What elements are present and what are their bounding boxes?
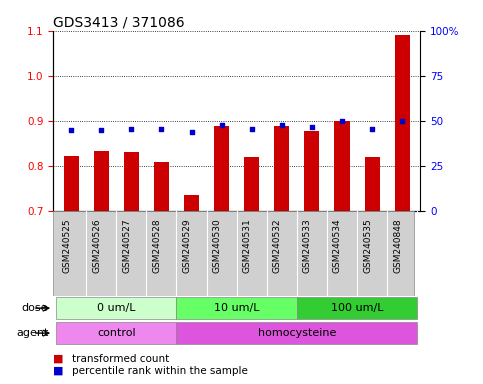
Text: homocysteine: homocysteine xyxy=(257,328,336,338)
Text: GSM240848: GSM240848 xyxy=(393,218,402,273)
Bar xyxy=(176,322,417,344)
Bar xyxy=(64,156,79,211)
Bar xyxy=(176,297,297,319)
Point xyxy=(98,127,105,133)
Point xyxy=(188,129,196,135)
Bar xyxy=(334,121,350,211)
Text: GSM240532: GSM240532 xyxy=(273,218,282,273)
Bar xyxy=(154,162,169,211)
Text: GSM240528: GSM240528 xyxy=(153,218,161,273)
Text: GSM240534: GSM240534 xyxy=(333,218,342,273)
Text: GSM240531: GSM240531 xyxy=(243,218,252,273)
Text: 10 um/L: 10 um/L xyxy=(214,303,259,313)
Text: control: control xyxy=(97,328,136,338)
Text: GSM240533: GSM240533 xyxy=(303,218,312,273)
Text: dose: dose xyxy=(22,303,48,313)
Point xyxy=(218,121,226,127)
Bar xyxy=(94,151,109,211)
Text: GDS3413 / 371086: GDS3413 / 371086 xyxy=(53,16,185,30)
Point xyxy=(368,126,376,132)
Text: ■: ■ xyxy=(53,354,64,364)
Point xyxy=(398,118,406,124)
Text: GSM240530: GSM240530 xyxy=(213,218,222,273)
Point xyxy=(128,126,135,132)
Bar xyxy=(56,322,176,344)
Bar xyxy=(214,126,229,211)
Bar xyxy=(184,195,199,211)
Bar xyxy=(304,131,319,211)
Text: GSM240525: GSM240525 xyxy=(62,218,71,273)
Point xyxy=(308,124,316,130)
Bar xyxy=(365,157,380,211)
Text: agent: agent xyxy=(16,328,48,338)
Text: 0 um/L: 0 um/L xyxy=(97,303,136,313)
Bar xyxy=(297,297,417,319)
Text: GSM240529: GSM240529 xyxy=(183,218,192,273)
Text: transformed count: transformed count xyxy=(72,354,170,364)
Text: 100 um/L: 100 um/L xyxy=(331,303,384,313)
Text: GSM240535: GSM240535 xyxy=(363,218,372,273)
Point xyxy=(67,127,75,133)
Point xyxy=(248,126,256,132)
Text: ■: ■ xyxy=(53,366,64,376)
Text: GSM240527: GSM240527 xyxy=(122,218,131,273)
Point xyxy=(338,118,346,124)
Bar xyxy=(56,297,176,319)
Point xyxy=(157,126,165,132)
Text: GSM240526: GSM240526 xyxy=(92,218,101,273)
Point xyxy=(278,121,285,127)
Text: percentile rank within the sample: percentile rank within the sample xyxy=(72,366,248,376)
Bar xyxy=(274,126,289,211)
Bar xyxy=(244,157,259,211)
Bar xyxy=(124,152,139,211)
Bar xyxy=(395,35,410,211)
